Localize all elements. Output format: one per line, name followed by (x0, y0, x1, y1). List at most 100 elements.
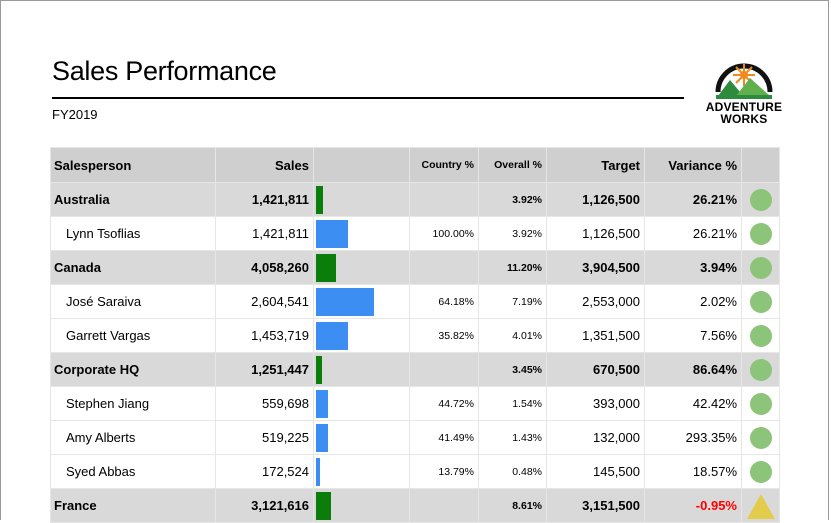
status-cell (741, 318, 780, 353)
salesperson-cell: Lynn Tsoflias (50, 216, 216, 251)
country-pct-cell (409, 488, 479, 523)
column-header-status (741, 147, 780, 183)
salesperson-cell: Syed Abbas (50, 454, 216, 489)
salesperson-cell: Australia (50, 182, 216, 217)
variance-cell: 26.21% (644, 182, 742, 217)
variance-cell: 42.42% (644, 386, 742, 421)
sales-bar (316, 253, 336, 282)
variance-cell: 26.21% (644, 216, 742, 251)
target-cell: 2,553,000 (546, 284, 645, 319)
variance-cell: 7.56% (644, 318, 742, 353)
variance-cell: 293.35% (644, 420, 742, 455)
sales-bar (316, 185, 323, 214)
column-header-country-pct[interactable]: Country % (409, 147, 479, 183)
sales-cell: 559,698 (215, 386, 314, 421)
salesperson-cell: Amy Alberts (50, 420, 216, 455)
sales-cell: 1,453,719 (215, 318, 314, 353)
warning-triangle-icon (746, 494, 775, 519)
overall-pct-cell: 3.92% (478, 182, 547, 217)
status-cell (741, 420, 780, 455)
overall-pct-cell: 1.43% (478, 420, 547, 455)
sales-bar (316, 423, 328, 452)
sales-bar-cell (313, 386, 410, 421)
overall-pct-cell: 3.45% (478, 352, 547, 387)
variance-cell: 3.94% (644, 250, 742, 285)
salesperson-cell: Corporate HQ (50, 352, 216, 387)
status-cell (741, 386, 780, 421)
status-cell (741, 182, 780, 217)
overall-pct-cell: 0.48% (478, 454, 547, 489)
salesperson-cell: Garrett Vargas (50, 318, 216, 353)
target-cell: 3,151,500 (546, 488, 645, 523)
status-circle-icon (749, 222, 772, 245)
status-circle-icon (749, 290, 772, 313)
logo-text-line-2: WORKS (720, 112, 768, 126)
status-cell (741, 488, 780, 523)
country-pct-cell: 13.79% (409, 454, 479, 489)
sales-cell: 172,524 (215, 454, 314, 489)
column-header-overall-pct[interactable]: Overall % (478, 147, 547, 183)
country-pct-cell: 35.82% (409, 318, 479, 353)
sales-bar-cell (313, 182, 410, 217)
variance-cell: 86.64% (644, 352, 742, 387)
country-pct-cell (409, 182, 479, 217)
sales-bar-cell (313, 284, 410, 319)
sales-bar-cell (313, 216, 410, 251)
column-header-target[interactable]: Target (546, 147, 645, 183)
sales-bar (316, 389, 328, 418)
group-row: France 3,121,616 8.61% 3,151,500 -0.95% (50, 488, 780, 523)
status-circle-icon (749, 358, 772, 381)
salesperson-cell: José Saraiva (50, 284, 216, 319)
overall-pct-cell: 11.20% (478, 250, 547, 285)
sales-table: Salesperson Sales Country % Overall % Ta… (50, 147, 780, 523)
sales-cell: 1,251,447 (215, 352, 314, 387)
table-row: Syed Abbas 172,524 13.79% 0.48% 145,500 18.57… (50, 454, 780, 489)
table-row: Amy Alberts 519,225 41.49% 1.43% 132,000 293.… (50, 420, 780, 455)
group-row: Canada 4,058,260 11.20% 3,904,500 3.94% (50, 250, 780, 285)
status-cell (741, 352, 780, 387)
country-pct-cell: 100.00% (409, 216, 479, 251)
status-cell (741, 250, 780, 285)
sales-bar (316, 287, 374, 316)
column-header-sales[interactable]: Sales (215, 147, 314, 183)
variance-cell: 18.57% (644, 454, 742, 489)
sales-bar-cell (313, 352, 410, 387)
adventure-works-logo: ADVENTURE WORKS (704, 48, 784, 128)
sales-bar-cell (313, 454, 410, 489)
sales-cell: 4,058,260 (215, 250, 314, 285)
variance-cell: -0.95% (644, 488, 742, 523)
sales-bar-cell (313, 318, 410, 353)
status-circle-icon (749, 392, 772, 415)
column-header-sales-bar (313, 147, 410, 183)
sales-bar-cell (313, 250, 410, 285)
salesperson-cell: France (50, 488, 216, 523)
sales-cell: 519,225 (215, 420, 314, 455)
table-row: José Saraiva 2,604,541 64.18% 7.19% 2,553,00… (50, 284, 780, 319)
status-circle-icon (749, 188, 772, 211)
overall-pct-cell: 8.61% (478, 488, 547, 523)
country-pct-cell: 41.49% (409, 420, 479, 455)
logo-text-line-1: ADVENTURE (705, 100, 783, 114)
target-cell: 1,126,500 (546, 182, 645, 217)
status-circle-icon (749, 426, 772, 449)
variance-cell: 2.02% (644, 284, 742, 319)
status-circle-icon (749, 324, 772, 347)
target-cell: 393,000 (546, 386, 645, 421)
sales-cell: 2,604,541 (215, 284, 314, 319)
sales-cell: 3,121,616 (215, 488, 314, 523)
sales-bar (316, 321, 348, 350)
country-pct-cell: 64.18% (409, 284, 479, 319)
column-header-salesperson[interactable]: Salesperson (50, 147, 216, 183)
target-cell: 1,351,500 (546, 318, 645, 353)
report-title: Sales Performance (52, 56, 277, 86)
salesperson-cell: Canada (50, 250, 216, 285)
overall-pct-cell: 7.19% (478, 284, 547, 319)
table-row: Garrett Vargas 1,453,719 35.82% 4.01% 1,351,… (50, 318, 780, 353)
sales-bar (316, 491, 331, 520)
column-header-variance-pct[interactable]: Variance % (644, 147, 742, 183)
status-cell (741, 454, 780, 489)
report-subtitle: FY2019 (52, 107, 98, 122)
mountain-sun-icon (715, 63, 773, 99)
sales-cell: 1,421,811 (215, 216, 314, 251)
